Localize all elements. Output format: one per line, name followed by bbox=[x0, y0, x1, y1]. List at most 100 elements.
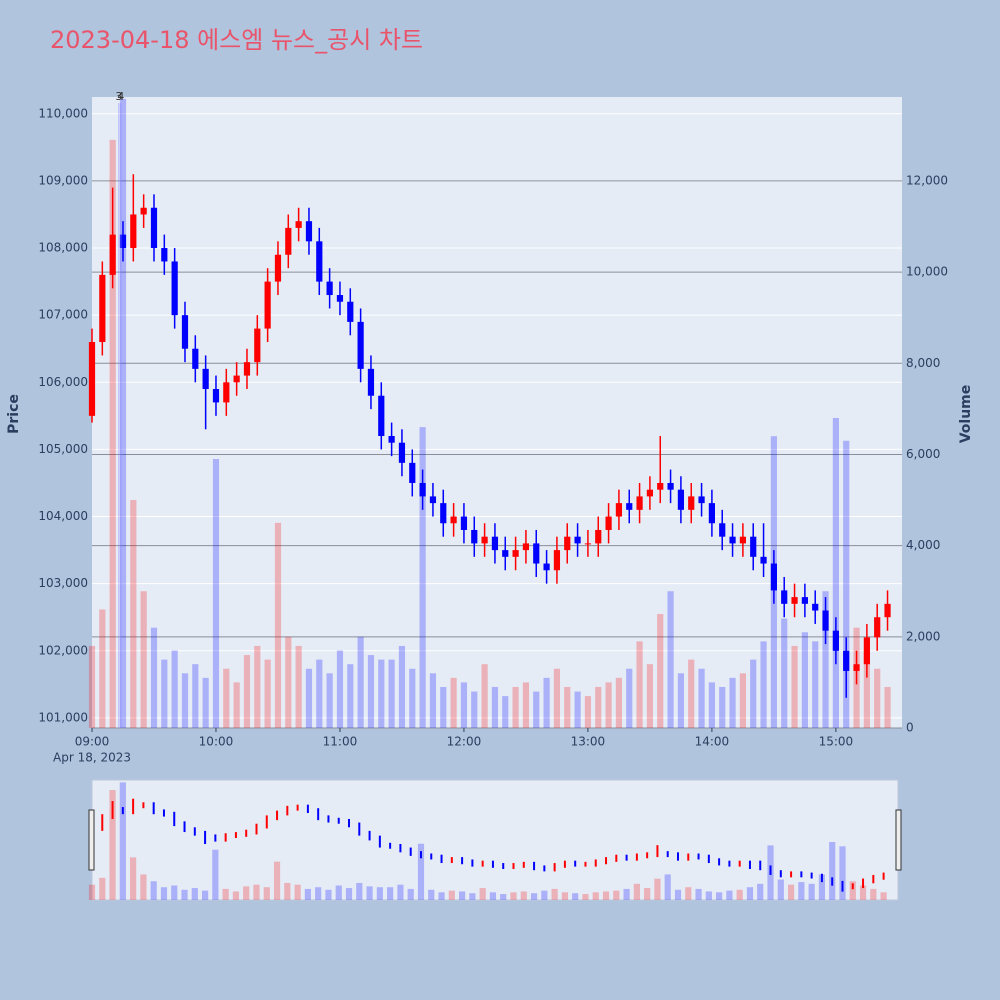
slider-volume-bar bbox=[736, 889, 743, 900]
volume-bar bbox=[739, 673, 746, 728]
slider-volume-bar bbox=[613, 890, 620, 900]
y-tick-label: 109,000 bbox=[38, 173, 88, 187]
slider-volume-bar bbox=[407, 888, 414, 900]
slider-volume-bar bbox=[592, 892, 599, 900]
candle-body bbox=[243, 362, 251, 376]
slider-handle-left[interactable] bbox=[88, 809, 95, 871]
volume-bar bbox=[781, 618, 788, 728]
candle-body bbox=[502, 550, 509, 557]
slider-volume-bar bbox=[726, 890, 733, 900]
slider-volume-bar bbox=[160, 887, 168, 900]
candle-body bbox=[305, 221, 313, 242]
volume-bar bbox=[574, 691, 581, 728]
candle-body bbox=[657, 482, 664, 490]
slider-volume-bar bbox=[438, 892, 445, 900]
slider-volume-bar bbox=[171, 885, 178, 900]
slider-volume-bar bbox=[263, 887, 270, 900]
volume-bar bbox=[615, 677, 623, 728]
y2-tick-label: 10,000 bbox=[906, 265, 948, 279]
volume-bar bbox=[471, 691, 478, 728]
candle-body bbox=[636, 496, 643, 510]
y2-tick-label: 6,000 bbox=[906, 447, 940, 461]
slider-volume-bar bbox=[459, 891, 466, 900]
candle-body bbox=[171, 261, 178, 316]
volume-bar bbox=[667, 591, 674, 728]
volume-bar bbox=[161, 659, 168, 728]
candle-body bbox=[667, 482, 674, 490]
volume-bar bbox=[192, 664, 199, 728]
slider-volume-bar bbox=[541, 890, 548, 900]
slider-volume-bar bbox=[716, 892, 723, 900]
slider-volume-bar bbox=[284, 882, 291, 900]
slider-volume-bar bbox=[818, 874, 826, 900]
candle-body bbox=[254, 328, 261, 363]
volume-bar bbox=[812, 641, 819, 728]
slider-volume-bar bbox=[356, 882, 363, 900]
slider-volume-bar bbox=[510, 892, 517, 900]
y-tick-label: 107,000 bbox=[38, 308, 88, 322]
candle-body bbox=[150, 207, 158, 249]
candle-body bbox=[677, 489, 685, 510]
candle-body bbox=[295, 221, 302, 228]
candle-body bbox=[264, 281, 271, 329]
volume-bar bbox=[109, 139, 116, 728]
x-tick-label: 15:00 bbox=[819, 735, 854, 749]
slider-volume-bar bbox=[602, 891, 610, 900]
x-tick-label: 09:00 bbox=[75, 735, 110, 749]
candle-body bbox=[88, 342, 96, 416]
slider-volume-bar bbox=[150, 881, 157, 900]
candle-body bbox=[440, 503, 447, 524]
slider-volume-bar bbox=[572, 893, 579, 900]
volume-bar bbox=[460, 682, 468, 728]
slider-volume-bar bbox=[705, 891, 712, 900]
candle-body bbox=[109, 234, 116, 275]
slider-volume-bar bbox=[253, 884, 260, 900]
volume-bar bbox=[533, 691, 540, 728]
slider-volume-bar bbox=[191, 888, 198, 900]
y-tick-label: 104,000 bbox=[38, 509, 88, 523]
volume-bar bbox=[657, 614, 664, 728]
candle-body bbox=[719, 523, 726, 537]
volume-bar bbox=[791, 645, 798, 728]
volume-bar bbox=[419, 427, 426, 728]
volume-bar bbox=[595, 686, 602, 728]
slider-volume-bar bbox=[469, 893, 476, 900]
candle-body bbox=[378, 395, 385, 436]
slider-handle-right[interactable] bbox=[895, 809, 902, 871]
candle-body bbox=[615, 503, 623, 517]
candle-body bbox=[491, 536, 499, 551]
volume-bar bbox=[543, 677, 550, 728]
volume-bar bbox=[626, 668, 633, 728]
slider-volume-bar bbox=[849, 881, 856, 900]
slider-volume-bar bbox=[335, 885, 342, 900]
slider-volume-bar bbox=[130, 857, 137, 900]
slider-volume-bar bbox=[500, 894, 507, 900]
slider-volume-bar bbox=[829, 842, 836, 900]
slider-volume-bar bbox=[243, 886, 250, 900]
date-label: Apr 18, 2023 bbox=[53, 751, 131, 765]
slider-volume-bar bbox=[345, 888, 353, 900]
slider-volume-bar bbox=[644, 888, 651, 900]
candle-body bbox=[212, 389, 220, 403]
slider-volume-bar bbox=[397, 884, 404, 900]
slider-volume-bar bbox=[746, 887, 754, 900]
slider-volume-bar bbox=[325, 889, 332, 900]
volume-bar bbox=[801, 632, 808, 728]
volume-bar bbox=[491, 686, 499, 728]
candle-body bbox=[874, 617, 881, 638]
y2-tick-label: 2,000 bbox=[906, 629, 940, 643]
volume-bar bbox=[677, 673, 685, 728]
volume-bar bbox=[729, 677, 736, 728]
slider-volume-bar bbox=[551, 888, 558, 900]
candle-body bbox=[512, 550, 519, 557]
slider-volume-bar bbox=[109, 790, 116, 900]
candle-body bbox=[770, 563, 777, 591]
candle-body bbox=[140, 207, 147, 215]
volume-bar bbox=[750, 659, 757, 728]
volume-bar bbox=[874, 668, 881, 728]
candle-body bbox=[863, 637, 870, 665]
volume-bar bbox=[243, 655, 251, 728]
candle-body bbox=[233, 375, 240, 383]
slider-volume-bar bbox=[273, 861, 281, 900]
